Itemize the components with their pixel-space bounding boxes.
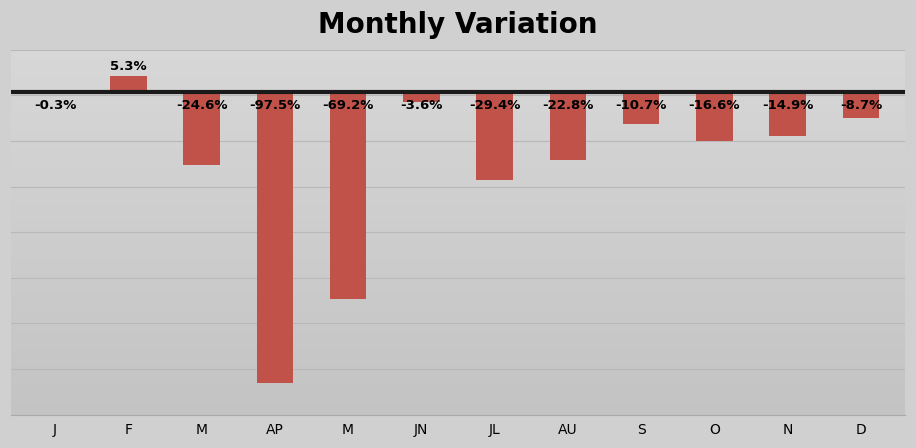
Bar — [183, 92, 220, 165]
Text: -3.6%: -3.6% — [400, 99, 442, 112]
Bar — [476, 92, 513, 180]
Text: -69.2%: -69.2% — [322, 99, 374, 112]
Text: -97.5%: -97.5% — [249, 99, 300, 112]
Text: -10.7%: -10.7% — [616, 99, 667, 112]
Text: -8.7%: -8.7% — [840, 99, 882, 112]
Bar — [256, 92, 293, 383]
Bar — [843, 92, 879, 118]
Text: -24.6%: -24.6% — [176, 99, 227, 112]
Bar — [623, 92, 660, 124]
Text: -16.6%: -16.6% — [689, 99, 740, 112]
Text: 5.3%: 5.3% — [110, 60, 147, 73]
Bar — [110, 76, 147, 92]
Title: Monthly Variation: Monthly Variation — [318, 11, 598, 39]
Bar — [696, 92, 733, 141]
Bar — [769, 92, 806, 136]
Bar — [330, 92, 366, 298]
Text: -29.4%: -29.4% — [469, 99, 520, 112]
Bar — [550, 92, 586, 160]
Bar — [37, 92, 73, 93]
Text: -0.3%: -0.3% — [34, 99, 76, 112]
Bar — [403, 92, 440, 103]
Text: -14.9%: -14.9% — [762, 99, 813, 112]
Text: -22.8%: -22.8% — [542, 99, 594, 112]
